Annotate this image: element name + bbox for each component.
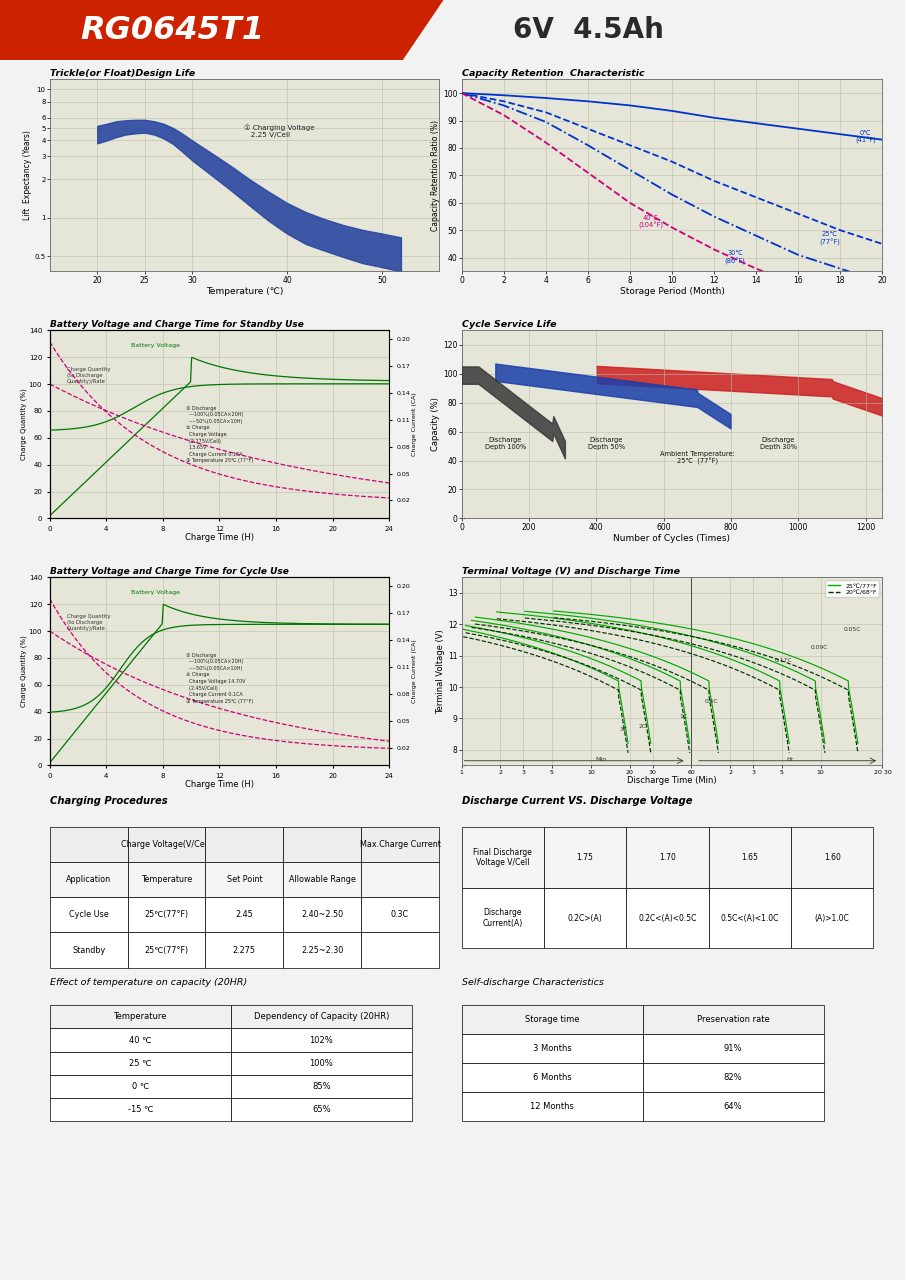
Text: Charge Quantity
(to Discharge
Quantity)/Rate: Charge Quantity (to Discharge Quantity)/…	[67, 614, 110, 631]
Text: ① Charging Voltage
   2.25 V/Cell: ① Charging Voltage 2.25 V/Cell	[244, 124, 315, 138]
Text: Discharge Current VS. Discharge Voltage: Discharge Current VS. Discharge Voltage	[462, 795, 692, 805]
Text: 25℃
(77°F): 25℃ (77°F)	[819, 232, 840, 246]
Text: Discharge
Depth 50%: Discharge Depth 50%	[587, 436, 624, 451]
X-axis label: Charge Time (H): Charge Time (H)	[185, 534, 254, 543]
Y-axis label: Battery Voltage
(V/Per Cell): Battery Voltage (V/Per Cell)	[483, 649, 493, 694]
Text: Battery Voltage: Battery Voltage	[131, 590, 180, 595]
Text: 6V  4.5Ah: 6V 4.5Ah	[513, 17, 663, 44]
Text: Min: Min	[595, 756, 606, 762]
Text: 0℃
(41°F): 0℃ (41°F)	[855, 129, 876, 145]
Y-axis label: Capacity (%): Capacity (%)	[431, 397, 440, 452]
Text: 0.17C: 0.17C	[775, 658, 793, 663]
Text: Effect of temperature on capacity (20HR): Effect of temperature on capacity (20HR)	[50, 978, 247, 987]
Y-axis label: Capacity Retention Ratio (%): Capacity Retention Ratio (%)	[431, 120, 440, 230]
Text: Charge Quantity
(to Discharge
Quantity)/Rate: Charge Quantity (to Discharge Quantity)/…	[67, 367, 110, 384]
X-axis label: Number of Cycles (Times): Number of Cycles (Times)	[614, 534, 730, 543]
Text: Discharge
Depth 30%: Discharge Depth 30%	[759, 436, 796, 451]
Y-axis label: Lift  Expectancy (Years): Lift Expectancy (Years)	[23, 131, 32, 220]
Text: 0.09C: 0.09C	[810, 645, 827, 650]
X-axis label: Storage Period (Month): Storage Period (Month)	[620, 287, 724, 296]
Text: Terminal Voltage (V) and Discharge Time: Terminal Voltage (V) and Discharge Time	[462, 567, 680, 576]
Polygon shape	[0, 0, 403, 60]
Legend: 25℃/77°F, 20℃/68°F: 25℃/77°F, 20℃/68°F	[825, 580, 880, 598]
Y-axis label: Battery Voltage
(V/Per Cell): Battery Voltage (V/Per Cell)	[483, 402, 493, 447]
Text: 30℃
(86°F): 30℃ (86°F)	[725, 251, 746, 265]
Text: 3C: 3C	[620, 727, 628, 732]
Text: 2C: 2C	[638, 723, 646, 728]
Y-axis label: Charge Quantity (%): Charge Quantity (%)	[21, 635, 27, 708]
Text: Trickle(or Float)Design Life: Trickle(or Float)Design Life	[50, 69, 195, 78]
Text: Cycle Service Life: Cycle Service Life	[462, 320, 557, 329]
Y-axis label: Charge Quantity (%): Charge Quantity (%)	[21, 388, 27, 461]
Text: Charging Procedures: Charging Procedures	[50, 795, 167, 805]
Polygon shape	[348, 0, 443, 60]
Text: Battery Voltage and Charge Time for Cycle Use: Battery Voltage and Charge Time for Cycl…	[50, 567, 289, 576]
Text: 40℃
(104°F): 40℃ (104°F)	[638, 215, 663, 229]
X-axis label: Charge Time (H): Charge Time (H)	[185, 781, 254, 790]
Text: Hr: Hr	[786, 756, 794, 762]
Text: Self-discharge Characteristics: Self-discharge Characteristics	[462, 978, 604, 987]
Text: RG0645T1: RG0645T1	[80, 14, 264, 46]
X-axis label: Discharge Time (Min): Discharge Time (Min)	[627, 776, 717, 785]
Y-axis label: Charge Current (CA): Charge Current (CA)	[412, 640, 417, 703]
Text: 1C: 1C	[680, 714, 688, 719]
Text: 0.6C: 0.6C	[704, 699, 718, 704]
Text: ① Discharge
  —100%(0.05CA×20H)
  ----50%(0.05CA×10H)
② Charge
  Charge Voltage : ① Discharge —100%(0.05CA×20H) ----50%(0.…	[186, 653, 252, 704]
Text: Discharge
Depth 100%: Discharge Depth 100%	[485, 436, 526, 451]
X-axis label: Temperature (℃): Temperature (℃)	[205, 287, 283, 296]
Y-axis label: Terminal Voltage (V): Terminal Voltage (V)	[436, 628, 445, 714]
Text: ① Discharge
  —100%(0.05CA×20H)
  ----50%(0.05CA×10H)
② Charge
  Charge Voltage
: ① Discharge —100%(0.05CA×20H) ----50%(0.…	[186, 406, 252, 463]
Text: Battery Voltage and Charge Time for Standby Use: Battery Voltage and Charge Time for Stan…	[50, 320, 304, 329]
Text: Capacity Retention  Characteristic: Capacity Retention Characteristic	[462, 69, 644, 78]
Y-axis label: Charge Current (CA): Charge Current (CA)	[412, 393, 417, 456]
Text: Ambient Temperature:
25℃  (77°F): Ambient Temperature: 25℃ (77°F)	[660, 451, 735, 465]
Text: 0.05C: 0.05C	[843, 627, 861, 631]
Text: Battery Voltage: Battery Voltage	[131, 343, 180, 348]
